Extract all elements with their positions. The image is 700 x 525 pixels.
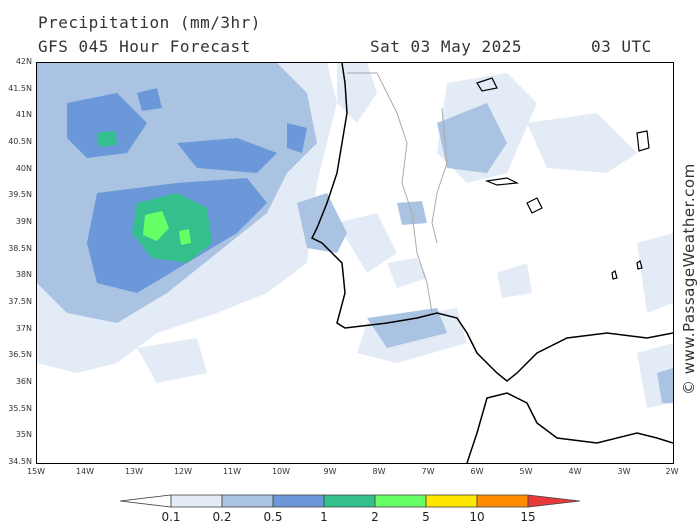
lon-label: 7W bbox=[421, 467, 435, 476]
colorbar-swatch bbox=[476, 494, 529, 508]
valid-date: Sat 03 May 2025 bbox=[370, 37, 522, 56]
lon-label: 10W bbox=[271, 467, 291, 476]
colorbar-label: 10 bbox=[469, 510, 485, 524]
country-borders bbox=[347, 72, 448, 314]
colorbar-label: 2 bbox=[371, 510, 379, 524]
precipitation-map bbox=[36, 62, 674, 464]
lat-label: 41N bbox=[15, 110, 32, 119]
lat-label: 35.5N bbox=[8, 404, 32, 413]
lon-label: 9W bbox=[323, 467, 337, 476]
lon-label: 3W bbox=[617, 467, 631, 476]
colorbar-label: 5 bbox=[422, 510, 430, 524]
lat-label: 40.5N bbox=[8, 137, 32, 146]
islands bbox=[476, 77, 650, 280]
watermark: © www.PassageWeather.com bbox=[680, 163, 698, 395]
lat-label: 41.5N bbox=[8, 84, 32, 93]
colorbar-swatch bbox=[221, 494, 274, 508]
lon-label: 6W bbox=[470, 467, 484, 476]
lat-label: 39.5N bbox=[8, 190, 32, 199]
lon-label: 11W bbox=[222, 467, 242, 476]
colorbar-swatch bbox=[425, 494, 478, 508]
coastline bbox=[310, 63, 673, 463]
lon-label: 12W bbox=[173, 467, 193, 476]
colorbar-swatch bbox=[323, 494, 376, 508]
lat-label: 38.5N bbox=[8, 244, 32, 253]
lon-label: 4W bbox=[568, 467, 582, 476]
lat-label: 36N bbox=[15, 377, 32, 386]
lat-label: 38N bbox=[15, 270, 32, 279]
colorbar-swatch bbox=[119, 494, 172, 508]
map-canvas bbox=[37, 63, 673, 463]
colorbar-swatch bbox=[374, 494, 427, 508]
lon-label: 14W bbox=[75, 467, 95, 476]
forecast-label: GFS 045 Hour Forecast bbox=[38, 37, 251, 56]
lat-label: 42N bbox=[15, 57, 32, 66]
lon-label: 15W bbox=[26, 467, 46, 476]
lat-label: 40N bbox=[15, 164, 32, 173]
lon-label: 8W bbox=[372, 467, 386, 476]
lon-label: 13W bbox=[124, 467, 144, 476]
precip-layer-1 bbox=[97, 131, 212, 263]
lat-label: 36.5N bbox=[8, 350, 32, 359]
valid-time: 03 UTC bbox=[591, 37, 652, 56]
lon-label: 5W bbox=[519, 467, 533, 476]
lon-label: 2W bbox=[665, 467, 679, 476]
colorbar-label: 15 bbox=[520, 510, 536, 524]
colorbar-swatch bbox=[170, 494, 223, 508]
precip-layer-2 bbox=[143, 211, 191, 245]
map-title: Precipitation (mm/3hr) bbox=[38, 13, 261, 32]
colorbar-swatch bbox=[272, 494, 325, 508]
colorbar-label: 1 bbox=[320, 510, 328, 524]
lat-label: 39N bbox=[15, 217, 32, 226]
lat-label: 37N bbox=[15, 324, 32, 333]
colorbar-swatch bbox=[527, 494, 581, 508]
colorbar-label: 0.1 bbox=[161, 510, 181, 524]
colorbar-label: 0.2 bbox=[212, 510, 232, 524]
lat-label: 37.5N bbox=[8, 297, 32, 306]
lat-label: 34.5N bbox=[8, 457, 32, 466]
colorbar-label: 0.5 bbox=[263, 510, 283, 524]
lat-label: 35N bbox=[15, 430, 32, 439]
